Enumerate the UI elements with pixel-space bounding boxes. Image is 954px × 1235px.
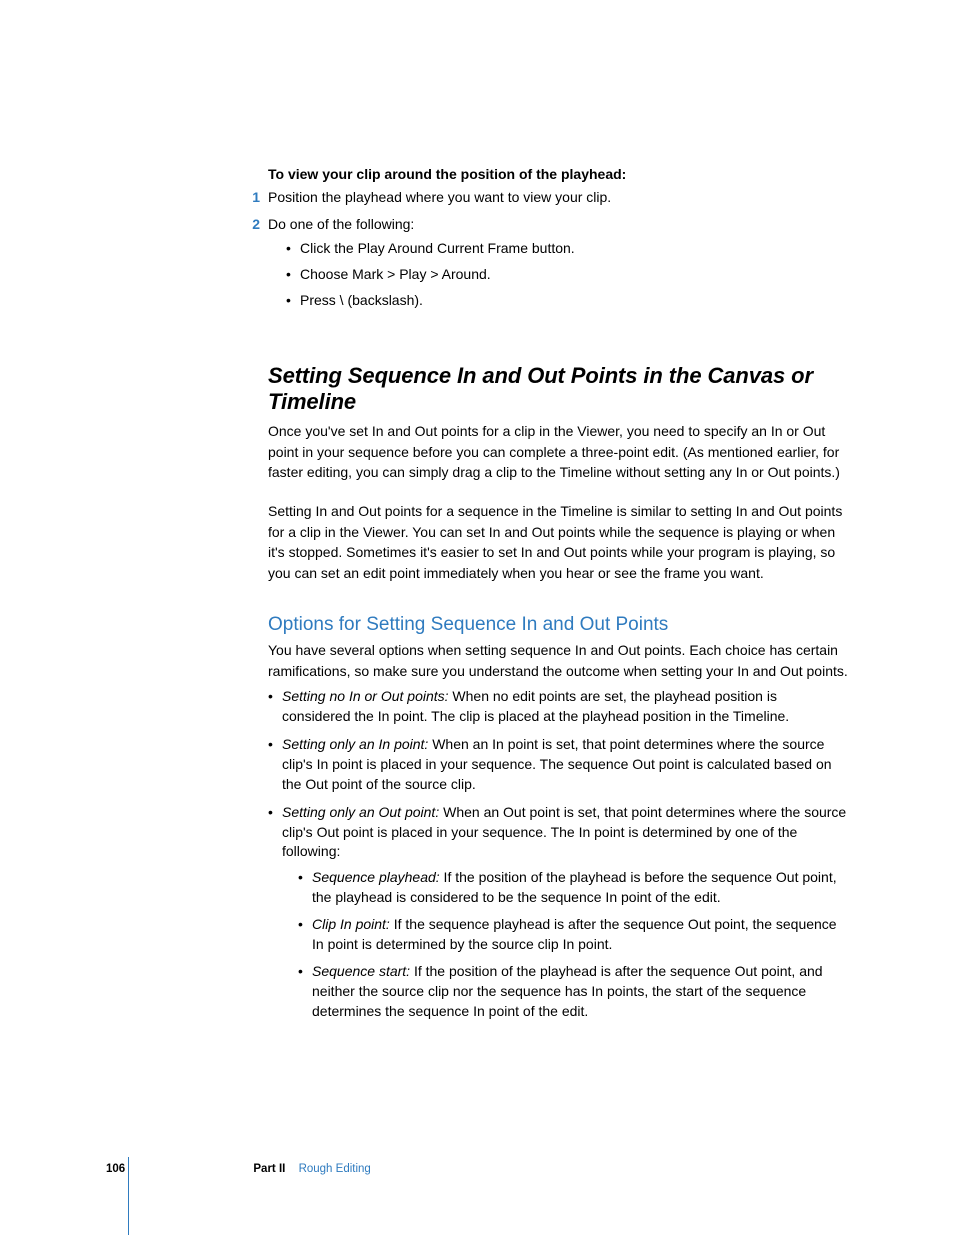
option-term: Setting no In or Out points:: [282, 688, 449, 704]
ordered-steps: 1 Position the playhead where you want t…: [268, 188, 848, 311]
procedure-heading: To view your clip around the position of…: [268, 166, 848, 182]
nested-list: Sequence playhead: If the position of th…: [298, 868, 848, 1021]
sub-bullet: Choose Mark > Play > Around.: [286, 265, 848, 285]
nested-bullet: Sequence playhead: If the position of th…: [298, 868, 848, 908]
nested-bullet: Clip In point: If the sequence playhead …: [298, 915, 848, 955]
nested-term: Sequence playhead:: [312, 869, 440, 885]
option-bullet: Setting no In or Out points: When no edi…: [268, 687, 848, 727]
option-bullet: Setting only an Out point: When an Out p…: [268, 803, 848, 1022]
step-sublist: Click the Play Around Current Frame butt…: [286, 239, 848, 311]
section-heading-h1: Setting Sequence In and Out Points in th…: [268, 363, 848, 415]
sub-bullet: Click the Play Around Current Frame butt…: [286, 239, 848, 259]
section-label: Rough Editing: [299, 1163, 371, 1175]
option-term: Setting only an Out point:: [282, 804, 439, 820]
footer-rule: [128, 1157, 129, 1235]
sub-bullet: Press \ (backslash).: [286, 291, 848, 311]
nested-body: If the sequence playhead is after the se…: [312, 916, 837, 952]
options-list: Setting no In or Out points: When no edi…: [268, 687, 848, 1021]
option-bullet: Setting only an In point: When an In poi…: [268, 735, 848, 795]
step-1: 1 Position the playhead where you want t…: [268, 188, 848, 208]
option-term: Setting only an In point:: [282, 736, 428, 752]
step-number: 2: [246, 215, 260, 235]
paragraph: Once you've set In and Out points for a …: [268, 421, 848, 483]
paragraph: You have several options when setting se…: [268, 640, 848, 681]
nested-term: Clip In point:: [312, 916, 390, 932]
paragraph: Setting In and Out points for a sequence…: [268, 501, 848, 584]
section-heading-h2: Options for Setting Sequence In and Out …: [268, 614, 848, 636]
nested-bullet: Sequence start: If the position of the p…: [298, 962, 848, 1022]
step-text: Position the playhead where you want to …: [268, 189, 611, 205]
page-number: 106: [106, 1163, 125, 1175]
step-2: 2 Do one of the following: Click the Pla…: [268, 215, 848, 311]
nested-term: Sequence start:: [312, 963, 410, 979]
part-label: Part II: [253, 1163, 285, 1175]
step-number: 1: [246, 188, 260, 208]
page-footer: 106 Part II Rough Editing: [106, 1163, 371, 1175]
step-text: Do one of the following:: [268, 216, 414, 232]
